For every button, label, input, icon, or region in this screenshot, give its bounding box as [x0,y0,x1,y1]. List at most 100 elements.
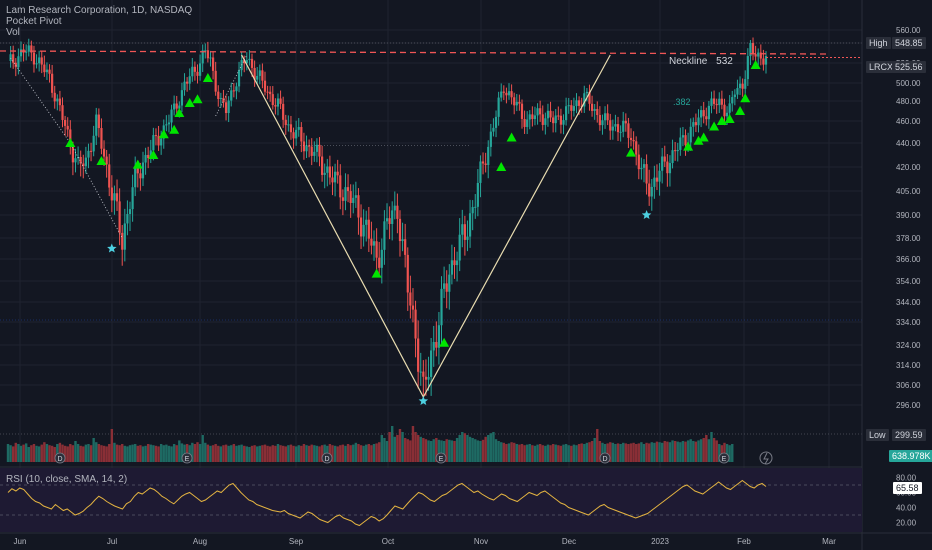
rsi-tick-label: 20.00 [896,519,917,528]
candle-body [256,75,259,80]
candle-body [762,58,765,65]
volume-bar [89,445,93,462]
candle-body [746,56,749,80]
candle-body [227,100,230,114]
candle-body [515,101,518,106]
volume-bar [601,442,604,462]
price-tick-label: 500.00 [896,79,921,88]
price-axis[interactable]: 560.00540.00520.00500.00480.00460.00440.… [896,26,921,410]
candle-body [567,105,570,107]
candle-body [489,131,492,147]
indicator-volume[interactable]: Vol [6,27,20,38]
price-tick-label: 354.00 [896,277,921,286]
pocket-pivot-marker [683,141,694,151]
volume-bar [419,436,422,462]
time-tick-label: Jun [14,537,27,546]
candle-body [89,150,93,152]
candle-body [658,170,661,182]
price-candles [9,37,768,397]
volume-bar [401,432,404,462]
event-badge [599,452,611,464]
volume-bar [411,426,415,462]
candle-body [32,52,36,65]
volume-bar [385,441,389,462]
high-tag-label: High [866,37,891,49]
volume-bar [458,435,461,462]
volume-bar [256,446,259,462]
candle-body [149,150,152,159]
volume-bar [707,439,711,462]
volume-bar [261,445,264,462]
candle-body [209,57,212,59]
volume-bar [533,445,537,462]
candle-body [681,135,685,138]
candle-body [733,94,736,98]
volume-bar [440,440,443,462]
candle-body [497,97,500,117]
volume-bar [671,440,674,462]
volume-bar [463,433,467,462]
candle-body [419,371,422,373]
pocket-pivot-marker [506,132,517,142]
volume-bar [14,442,17,462]
volume-bar [583,444,586,462]
volume-bar [432,439,435,462]
volume-bar [56,444,59,462]
candle-body [271,94,274,106]
candle-body [577,100,581,106]
volume-bar [209,445,212,462]
lightning-bolt [763,452,769,465]
candle-body [232,90,235,92]
candle-body [102,148,106,157]
candle-body [157,135,160,146]
volume-bar [512,442,516,462]
volume-bar [310,444,313,462]
volume-bar [650,442,653,462]
candle-body [650,186,653,197]
candle-body [25,51,28,53]
volume-bar [461,432,464,462]
candle-body [284,119,287,126]
candle-body [593,108,596,111]
candle-body [123,223,126,250]
price-tick-label: 440.00 [896,139,921,148]
indicator-pocket-pivot[interactable]: Pocket Pivot [6,16,62,27]
volume-bar [500,442,503,462]
candle-body [339,175,342,198]
rsi-legend[interactable]: RSI (10, close, SMA, 14, 2) [6,474,128,485]
volume-bar [365,444,368,462]
volume-bar [53,447,56,462]
volume-bar [139,445,142,462]
volume-bar [515,444,518,462]
candle-body [689,126,692,143]
volume-bar [328,444,332,462]
candle-body [616,124,620,133]
volume-bar [167,445,171,462]
volume-bar [705,435,708,462]
candle-body [510,91,513,98]
volume-bar [525,444,529,462]
time-axis[interactable]: Jun Jul Aug Sep Oct Nov Dec 2023 Feb Mar [14,537,837,546]
candle-body [237,70,241,87]
candle-body [661,156,664,171]
volume-bar [136,445,139,462]
lightning-icon [759,451,773,465]
candle-body [9,54,12,61]
star-marker [107,243,117,253]
candle-body [648,183,651,197]
volume-bar [370,445,373,462]
candle-body [422,371,425,377]
candle-body [590,103,594,111]
volume-bar [494,439,498,462]
price-tick-label: 334.00 [896,318,921,327]
volume-bar [302,444,306,462]
volume-bar [388,432,391,462]
candle-body [121,232,124,250]
volume-bar [731,444,734,462]
pocket-pivot-marker [735,106,746,115]
candle-body [398,218,402,242]
candle-body [674,150,677,152]
candle-body [230,90,233,101]
candle-body [557,115,560,117]
volume-bar [609,442,612,462]
